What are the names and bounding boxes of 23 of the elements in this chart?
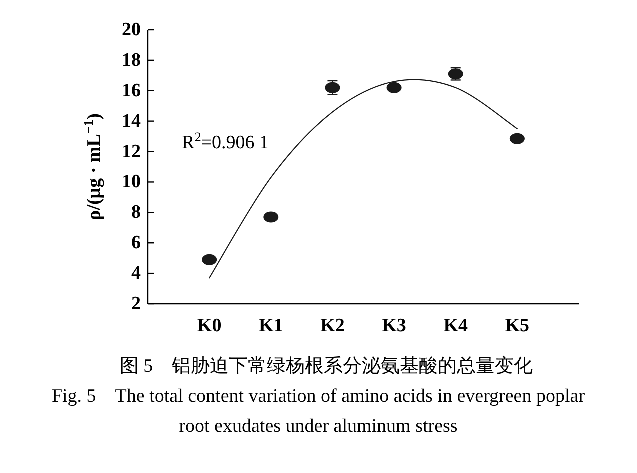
point — [202, 254, 218, 266]
x-tick-label: K3 — [382, 316, 406, 336]
x-tick-label: K2 — [320, 316, 345, 336]
point — [386, 82, 402, 94]
text: Fig. 5 The total content variation of amino acids in evergreen poplar root exudates under aluminum stress — [52, 386, 586, 437]
point — [264, 212, 279, 223]
y-tick-label: 2 — [132, 294, 141, 314]
x-tick-label: K5 — [505, 316, 530, 336]
x-tick-label: K0 — [197, 316, 222, 336]
x-tick-label: K1 — [259, 316, 284, 336]
y-tick-label: 14 — [122, 110, 142, 132]
y-tick-label: 10 — [122, 172, 141, 193]
y-tick-label: 16 — [122, 80, 141, 102]
x-tick-label: K4 — [444, 316, 468, 336]
text: 图 5 铝胁迫下常绿杨根系分泌氨基酸的总量变化 — [120, 355, 534, 377]
point — [510, 133, 525, 144]
y-tick-label: 4 — [132, 263, 142, 284]
annotation: R$^{2}$=0.906 1 — [182, 129, 270, 154]
y-tick-label: 6 — [132, 232, 141, 254]
y-tick-label: 20 — [122, 20, 141, 40]
y-tick-label: 12 — [122, 141, 141, 162]
y-tick-label: 18 — [122, 50, 141, 71]
y-tick-label: 8 — [132, 202, 141, 224]
